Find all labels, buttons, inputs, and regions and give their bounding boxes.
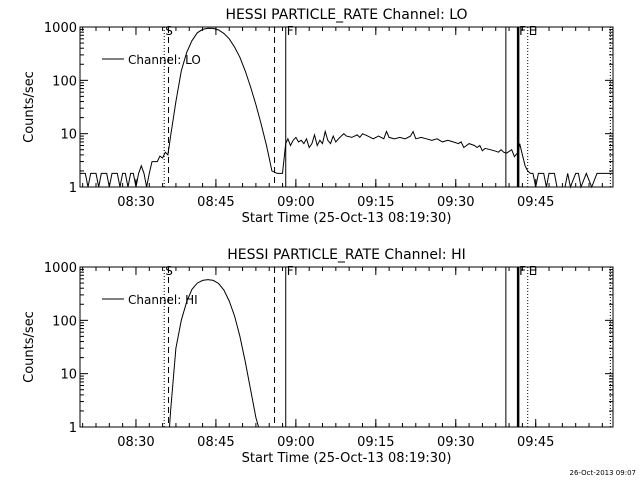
x-tick-label: 09:00 xyxy=(277,435,314,450)
chart-title: HESSI PARTICLE_RATE Channel: LO xyxy=(225,7,467,23)
x-tick-label: 09:30 xyxy=(437,195,474,210)
plot-frame xyxy=(79,266,614,428)
data-line-channello xyxy=(517,143,613,189)
x-axis-label: Start Time (25-Oct-13 08:19:30) xyxy=(242,451,452,466)
data-line-channello xyxy=(80,27,287,188)
x-tick-label: 09:00 xyxy=(277,195,314,210)
plot-frame xyxy=(79,26,614,188)
x-tick-label: 08:30 xyxy=(117,195,154,210)
y-axis-label: Counts/sec xyxy=(22,311,37,383)
event-marker-label: F xyxy=(287,264,294,278)
chart-title: HESSI PARTICLE_RATE Channel: HI xyxy=(227,247,465,263)
data-line-channello xyxy=(285,129,519,158)
chart-panel-2: HESSI PARTICLE_RATE Channel: HI 1 10 100 100… xyxy=(22,247,614,466)
y-tick-label: 1000 xyxy=(44,261,77,276)
y-tick-label: 10 xyxy=(60,368,77,383)
y-tick-label: 100 xyxy=(52,74,77,89)
legend-label: Channel: HI xyxy=(128,293,198,307)
data-line-channelhi xyxy=(169,279,260,428)
x-tick-label: 09:45 xyxy=(517,195,554,210)
y-tick-label: 100 xyxy=(52,314,77,329)
event-marker-label: S xyxy=(165,264,173,278)
x-tick-label: 09:15 xyxy=(357,195,394,210)
x-axis-label: Start Time (25-Oct-13 08:19:30) xyxy=(242,211,452,226)
x-tick-label: 08:30 xyxy=(117,435,154,450)
event-marker-label: E xyxy=(529,24,537,38)
x-tick-label: 09:45 xyxy=(517,435,554,450)
x-tick-label: 08:45 xyxy=(197,195,234,210)
x-tick-label: 09:30 xyxy=(437,435,474,450)
event-marker-label: S xyxy=(165,24,173,38)
event-marker-label: F xyxy=(287,24,294,38)
y-tick-label: 1000 xyxy=(44,21,77,36)
y-axis-label: Counts/sec xyxy=(22,71,37,143)
plot-timestamp: 26-Oct-2013 09:07 xyxy=(569,469,636,477)
y-tick-label: 1 xyxy=(69,181,77,196)
chart-panel-1: HESSI PARTICLE_RATE Channel: LO 1 10 100 100… xyxy=(22,7,614,226)
y-tick-label: 10 xyxy=(60,128,77,143)
event-marker-label: F xyxy=(519,264,526,278)
legend-label: Channel: LO xyxy=(128,53,201,67)
event-marker-label: F xyxy=(519,24,526,38)
y-tick-label: 1 xyxy=(69,421,77,436)
x-tick-label: 09:15 xyxy=(357,435,394,450)
event-marker-label: E xyxy=(529,264,537,278)
x-tick-label: 08:45 xyxy=(197,435,234,450)
